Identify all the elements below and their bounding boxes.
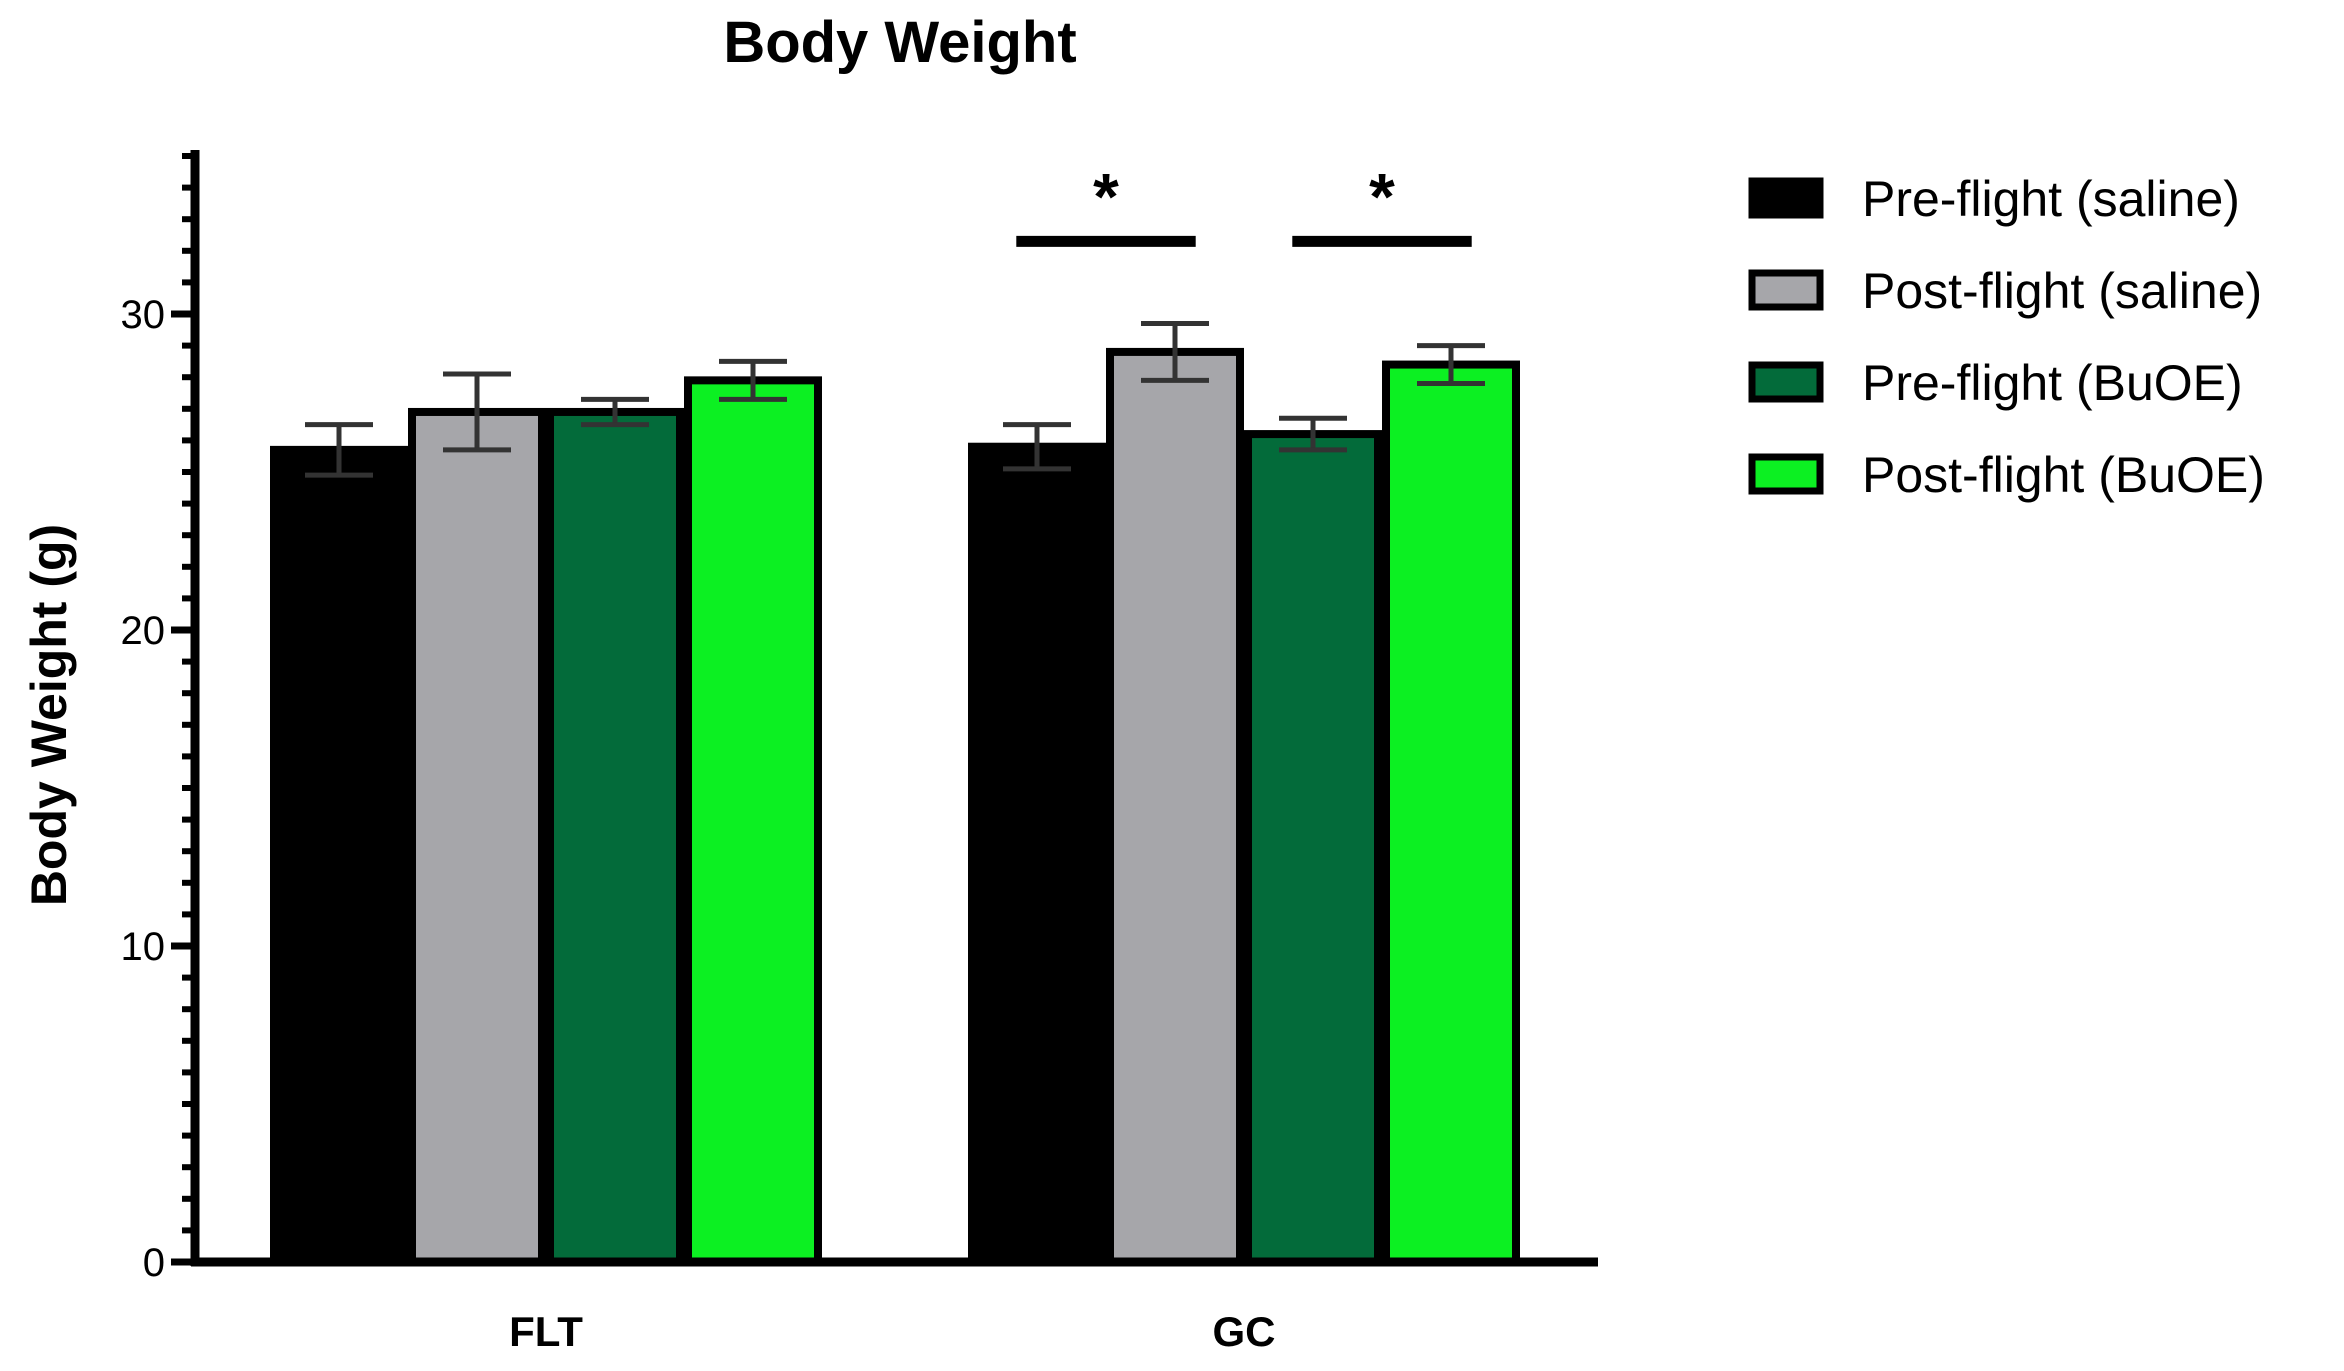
significance-star-1: * [1093, 159, 1119, 233]
y-tick-label-0: 0 [143, 1241, 165, 1285]
x-tick-label-flt: FLT [509, 1308, 583, 1355]
chart-title: Body Weight [723, 10, 1076, 75]
legend-swatch-3 [1748, 361, 1824, 403]
error-bars [305, 320, 1485, 478]
bars [270, 347, 1520, 1267]
y-tick-label-10: 10 [121, 925, 166, 969]
legend-swatch-2 [1748, 269, 1824, 311]
bar-flt-4 [684, 376, 822, 1266]
legend-label-2: Post-flight (saline) [1862, 263, 2262, 319]
bar-flt-1 [270, 445, 408, 1266]
y-tick-label-30: 30 [121, 293, 166, 337]
significance-markers: * * [1016, 159, 1472, 247]
legend-swatch-1 [1748, 177, 1824, 219]
y-axis-ticks: 0 10 20 30 [121, 153, 195, 1285]
legend-label-1: Pre-flight (saline) [1862, 171, 2240, 227]
y-tick-label-20: 20 [121, 609, 166, 653]
bar-flt-3 [546, 407, 684, 1266]
x-tick-label-gc: GC [1213, 1308, 1276, 1355]
bar-flt-2 [408, 407, 546, 1266]
axes [190, 150, 1598, 1267]
bar-gc-4 [1382, 360, 1520, 1266]
bar-gc-2 [1106, 347, 1244, 1267]
x-axis-tick-labels: FLT GC [509, 1308, 1275, 1355]
legend-label-4: Post-flight (BuOE) [1862, 447, 2265, 503]
legend-swatch-4 [1748, 453, 1824, 495]
legend: Pre-flight (saline) Post-flight (saline) P… [1748, 171, 2265, 503]
y-axis-label: Body Weight (g) [21, 524, 77, 906]
legend-label-3: Pre-flight (BuOE) [1862, 355, 2243, 411]
significance-star-2: * [1369, 159, 1395, 233]
bar-gc-3 [1244, 430, 1382, 1266]
bar-gc-1 [968, 442, 1106, 1267]
